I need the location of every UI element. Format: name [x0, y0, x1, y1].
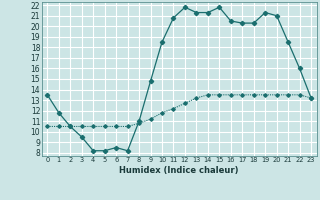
X-axis label: Humidex (Indice chaleur): Humidex (Indice chaleur) — [119, 166, 239, 175]
